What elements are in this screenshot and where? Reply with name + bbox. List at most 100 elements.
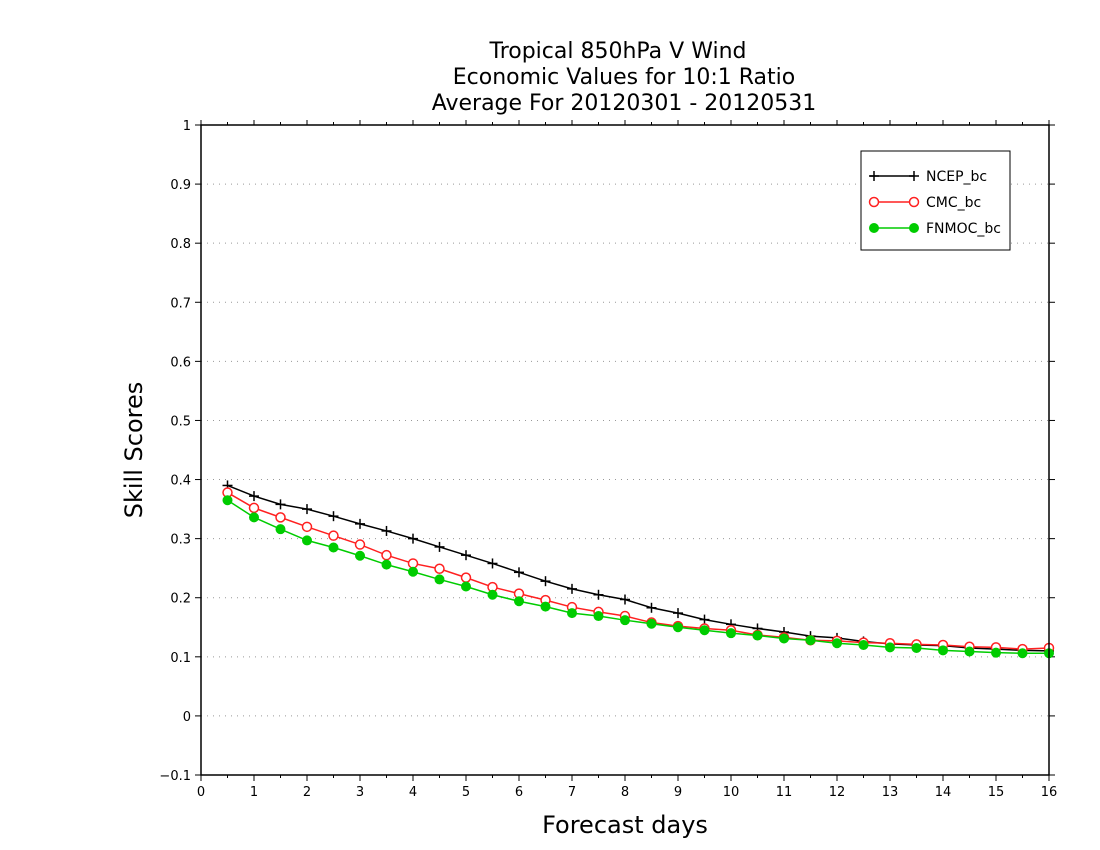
data-point-ncep-bc — [249, 491, 259, 502]
x-tick-label: 6 — [515, 785, 523, 800]
x-axis-title: Forecast days — [542, 811, 708, 839]
title-line-2: Economic Values for 10:1 Ratio — [453, 65, 795, 90]
legend-marker — [909, 223, 919, 233]
data-point-cmc-bc — [275, 512, 286, 523]
y-tick-label: 0.8 — [170, 237, 191, 252]
data-point-fnmoc-bc — [567, 608, 577, 619]
y-tick-label: 0.7 — [170, 296, 191, 311]
data-point-cmc-bc — [301, 521, 313, 533]
data-point-ncep-bc — [487, 558, 498, 569]
data-point-ncep-bc — [328, 511, 339, 522]
data-point-fnmoc-bc — [381, 559, 392, 570]
data-point-fnmoc-bc — [938, 645, 948, 656]
data-point-ncep-bc — [620, 594, 630, 605]
data-point-cmc-bc — [460, 572, 472, 583]
x-tick-label: 10 — [723, 785, 740, 800]
data-point-cmc-bc — [354, 539, 366, 550]
data-point-fnmoc-bc — [964, 646, 975, 657]
data-point-fnmoc-bc — [355, 550, 365, 561]
y-tick-label: 0.2 — [170, 592, 191, 607]
data-point-fnmoc-bc — [514, 596, 524, 607]
data-point-fnmoc-bc — [646, 618, 657, 629]
legend-item-fnmoc-bc: FNMOC_bc — [869, 221, 1001, 237]
legend-label: FNMOC_bc — [926, 221, 1001, 237]
data-point-ncep-bc — [434, 541, 445, 552]
data-point-fnmoc-bc — [726, 628, 736, 639]
x-tick-label: 7 — [568, 785, 576, 800]
data-point-ncep-bc — [381, 525, 392, 536]
data-point-fnmoc-bc — [328, 542, 339, 553]
data-point-cmc-bc — [328, 530, 339, 541]
data-point-ncep-bc — [355, 518, 365, 529]
data-point-cmc-bc — [434, 563, 445, 575]
data-point-fnmoc-bc — [1017, 648, 1028, 659]
legend-marker — [868, 196, 880, 208]
series-line-fnmoc-bc — [227, 499, 1049, 655]
data-point-fnmoc-bc — [620, 615, 630, 626]
x-tick-label: 5 — [462, 785, 470, 800]
chart-title: Tropical 850hPa V Wind Economic Values f… — [432, 39, 817, 116]
y-tick-label: −0.1 — [159, 769, 191, 784]
series-fnmoc-bc — [222, 495, 1054, 659]
legend-marker — [869, 171, 879, 181]
x-tick-label: 16 — [1041, 785, 1058, 800]
legend-item-cmc-bc: CMC_bc — [868, 195, 981, 211]
x-tick-label: 3 — [356, 785, 364, 800]
data-point-fnmoc-bc — [487, 589, 498, 600]
data-point-ncep-bc — [540, 576, 551, 587]
data-point-ncep-bc — [699, 614, 710, 625]
data-point-ncep-bc — [302, 504, 312, 515]
data-point-fnmoc-bc — [885, 642, 895, 653]
data-point-ncep-bc — [593, 589, 604, 600]
series-line-ncep-bc — [227, 484, 1050, 652]
legend-marker — [869, 223, 879, 233]
legend: NCEP_bc CMC_bc FNMOC_bc — [860, 150, 1011, 251]
data-point-fnmoc-bc — [249, 512, 259, 523]
legend-label: CMC_bc — [926, 195, 981, 211]
data-point-fnmoc-bc — [434, 574, 445, 585]
data-point-fnmoc-bc — [408, 566, 418, 577]
plot-frame — [200, 124, 1050, 776]
data-point-fnmoc-bc — [540, 601, 551, 612]
y-tick-label: 1 — [183, 119, 191, 134]
data-point-fnmoc-bc — [911, 642, 922, 653]
x-tick-label: 9 — [674, 785, 682, 800]
data-point-ncep-bc — [646, 602, 657, 613]
data-point-fnmoc-bc — [673, 622, 683, 633]
series-layer — [222, 480, 1055, 659]
series-line-cmc-bc — [227, 491, 1050, 650]
data-point-fnmoc-bc — [593, 611, 604, 622]
y-tick-label: 0.4 — [170, 474, 191, 489]
x-tick-label: 13 — [882, 785, 899, 800]
legend-item-ncep-bc: NCEP_bc — [869, 169, 987, 185]
x-tick-label: 8 — [621, 785, 629, 800]
y-axis-ticks: −0.1 0 0.1 0.2 0.3 0.4 0.5 0.6 0.7 0.8 0.9 1 — [159, 119, 1055, 784]
x-tick-label: 1 — [250, 785, 258, 800]
series-cmc-bc — [222, 487, 1055, 655]
x-tick-label: 15 — [988, 785, 1005, 800]
y-axis-title: Skill Scores — [120, 382, 148, 519]
legend-entries: NCEP_bc CMC_bc FNMOC_bc — [868, 169, 1001, 237]
data-point-fnmoc-bc — [461, 581, 471, 592]
x-tick-label: 14 — [935, 785, 952, 800]
data-point-fnmoc-bc — [275, 524, 286, 535]
series-ncep-bc — [222, 480, 1054, 656]
data-point-ncep-bc — [514, 567, 524, 578]
y-tick-label: 0.6 — [170, 355, 191, 370]
legend-label: NCEP_bc — [926, 169, 987, 185]
data-point-fnmoc-bc — [752, 630, 763, 641]
data-point-fnmoc-bc — [832, 638, 842, 649]
x-tick-label: 4 — [409, 785, 417, 800]
data-point-ncep-bc — [275, 499, 286, 510]
y-tick-label: 0.9 — [170, 178, 191, 193]
legend-marker — [908, 196, 920, 208]
x-tick-label: 0 — [197, 785, 205, 800]
data-point-fnmoc-bc — [779, 633, 789, 644]
x-axis-ticks: 0 1 2 3 4 5 6 7 8 9 10 11 12 13 14 15 16 — [197, 120, 1057, 800]
y-tick-label: 0.5 — [170, 414, 191, 429]
data-point-cmc-bc — [407, 558, 419, 569]
data-point-ncep-bc — [673, 608, 683, 619]
x-tick-label: 11 — [776, 785, 793, 800]
x-tick-label: 12 — [829, 785, 846, 800]
